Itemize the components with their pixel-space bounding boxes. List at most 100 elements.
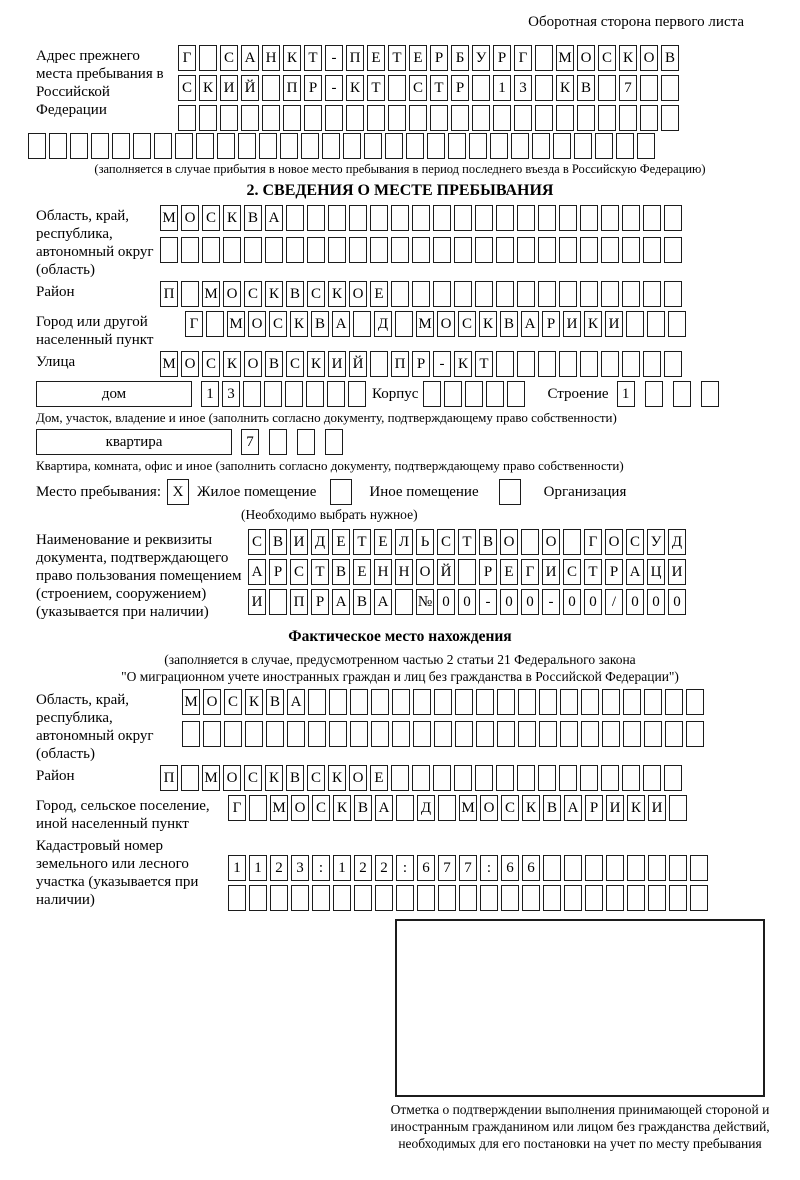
char-cell[interactable] [160,237,178,263]
char-cell[interactable] [475,281,493,307]
char-cell[interactable]: 3 [291,855,309,881]
char-cell[interactable] [454,237,472,263]
char-cell[interactable]: О [640,45,658,71]
char-cell[interactable] [217,133,235,159]
char-cell[interactable] [595,133,613,159]
char-cell[interactable] [538,281,556,307]
char-cell[interactable] [517,765,535,791]
char-cell[interactable]: О [577,45,595,71]
char-cell[interactable]: В [265,351,283,377]
char-cell[interactable]: А [375,795,393,821]
char-cell[interactable]: 0 [584,589,602,615]
char-cell[interactable]: П [160,765,178,791]
char-cell[interactable] [496,281,514,307]
char-cell[interactable]: 2 [375,855,393,881]
char-cell[interactable] [427,133,445,159]
char-cell[interactable]: М [160,205,178,231]
char-cell[interactable] [291,885,309,911]
char-cell[interactable] [451,105,469,131]
char-cell[interactable]: П [391,351,409,377]
char-cell[interactable] [475,765,493,791]
char-cell[interactable]: 1 [333,855,351,881]
char-cell[interactable]: Ь [416,529,434,555]
char-cell[interactable]: - [542,589,560,615]
char-cell[interactable]: К [199,75,217,101]
char-cell[interactable]: : [312,855,330,881]
char-cell[interactable]: - [325,75,343,101]
char-cell[interactable] [412,281,430,307]
char-cell[interactable]: Й [437,559,455,585]
char-cell[interactable]: П [290,589,308,615]
char-cell[interactable] [559,237,577,263]
char-cell[interactable] [322,133,340,159]
char-cell[interactable]: Е [367,45,385,71]
char-cell[interactable]: В [479,529,497,555]
char-cell[interactable] [417,885,435,911]
char-cell[interactable]: Р [585,795,603,821]
char-cell[interactable] [619,105,637,131]
char-cell[interactable] [430,105,448,131]
char-cell[interactable] [329,689,347,715]
char-cell[interactable]: О [291,795,309,821]
char-cell[interactable] [643,237,661,263]
char-cell[interactable] [623,689,641,715]
char-cell[interactable]: П [283,75,301,101]
char-cell[interactable] [616,133,634,159]
char-cell[interactable]: Т [584,559,602,585]
char-cell[interactable] [350,689,368,715]
char-cell[interactable] [459,885,477,911]
char-cell[interactable]: К [245,689,263,715]
char-cell[interactable] [385,133,403,159]
char-cell[interactable]: С [224,689,242,715]
char-cell[interactable]: 1 [249,855,267,881]
char-cell[interactable]: С [409,75,427,101]
char-cell[interactable] [395,589,413,615]
char-cell[interactable] [327,381,345,407]
char-cell[interactable]: В [353,589,371,615]
char-cell[interactable]: И [328,351,346,377]
char-cell[interactable] [469,133,487,159]
char-cell[interactable] [517,205,535,231]
char-cell[interactable] [265,237,283,263]
char-cell[interactable] [497,689,515,715]
char-cell[interactable] [364,133,382,159]
char-cell[interactable] [249,795,267,821]
char-cell[interactable] [522,885,540,911]
char-cell[interactable] [496,351,514,377]
char-cell[interactable] [391,205,409,231]
char-cell[interactable] [643,351,661,377]
char-cell[interactable] [585,855,603,881]
char-cell[interactable]: 0 [500,589,518,615]
char-cell[interactable] [433,765,451,791]
char-cell[interactable]: П [346,45,364,71]
char-cell[interactable]: № [416,589,434,615]
char-cell[interactable]: О [416,559,434,585]
char-cell[interactable] [559,205,577,231]
char-cell[interactable] [538,237,556,263]
char-cell[interactable] [521,529,539,555]
char-cell[interactable]: С [178,75,196,101]
char-cell[interactable] [333,885,351,911]
char-cell[interactable] [409,105,427,131]
char-cell[interactable] [270,885,288,911]
char-cell[interactable] [669,795,687,821]
char-cell[interactable] [564,885,582,911]
char-cell[interactable] [412,205,430,231]
char-cell[interactable]: 2 [270,855,288,881]
char-cell[interactable] [91,133,109,159]
char-cell[interactable] [581,721,599,747]
char-cell[interactable] [669,885,687,911]
char-cell[interactable] [413,689,431,715]
char-cell[interactable]: Ц [647,559,665,585]
char-cell[interactable]: 0 [458,589,476,615]
char-cell[interactable]: О [244,351,262,377]
char-cell[interactable] [622,351,640,377]
char-cell[interactable] [514,105,532,131]
char-cell[interactable] [564,855,582,881]
char-cell[interactable]: И [668,559,686,585]
char-cell[interactable] [433,237,451,263]
char-cell[interactable] [622,237,640,263]
char-cell[interactable] [413,721,431,747]
char-cell[interactable] [517,281,535,307]
char-cell[interactable] [664,765,682,791]
